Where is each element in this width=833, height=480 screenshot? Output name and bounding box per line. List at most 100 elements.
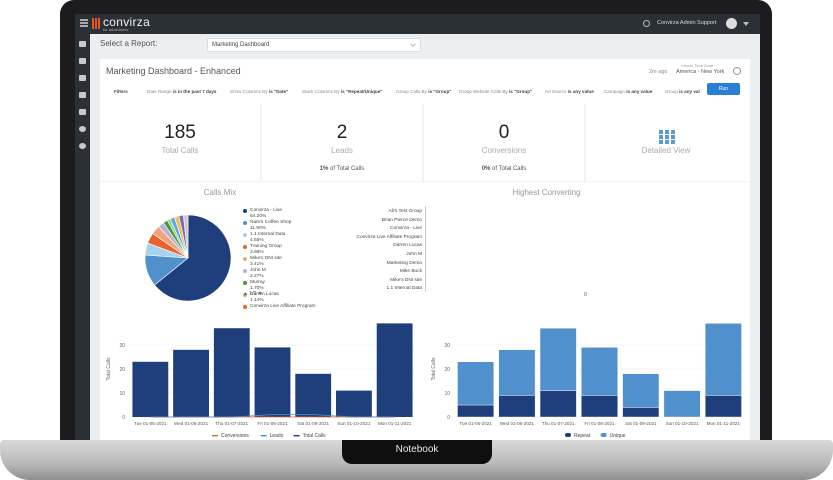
bar-unique[interactable]: [581, 347, 618, 396]
legend-swatch: [600, 433, 607, 437]
legend-swatch: [565, 433, 571, 437]
laptop-notch: [342, 440, 492, 464]
legend-percent: 3.98%: [250, 250, 264, 255]
calls-by-date-chart-panel: 0 10 20 30 Total Calls Tue 01-05-2021 Wed 01-0…: [100, 313, 421, 440]
legend-item[interactable]: Darren Lucas: [243, 292, 316, 298]
legend-item[interactable]: Murray: [243, 280, 316, 286]
legend-swatch: [243, 305, 247, 309]
filter-group[interactable]: Group is any val: [665, 89, 700, 94]
legend-item[interactable]: Mike's DNI site: [243, 256, 316, 262]
legend-percent: 1.70%: [250, 286, 264, 291]
kpi-detailed-view[interactable]: Detailed View: [586, 104, 750, 181]
x-tick-label: Tue 01-05-2021: [459, 421, 492, 426]
x-tick-label: Mon 01-11-2021: [378, 421, 412, 426]
pie-slice[interactable]: [154, 214, 232, 302]
bar-unique[interactable]: [663, 390, 701, 418]
bar-unique[interactable]: [622, 373, 660, 408]
bar-repeat[interactable]: [498, 395, 536, 418]
image-icon[interactable]: [79, 58, 86, 64]
legend-pager[interactable]: ▲ 1/3 ▼: [243, 291, 263, 297]
chevron-down-icon: [410, 41, 416, 47]
legend-label[interactable]: Repeat: [574, 433, 591, 439]
pie-slice[interactable]: [183, 214, 189, 259]
kpi-label: Total Calls: [161, 146, 199, 155]
legend-item[interactable]: Training Group: [243, 244, 316, 250]
home-icon[interactable]: [79, 41, 86, 47]
filter-stack-columns[interactable]: Stack Columns By is "Repeat/Unique": [302, 89, 383, 94]
legend-swatch: [243, 209, 247, 213]
grid-icon: [659, 130, 676, 144]
convirza-logo-icon: [92, 18, 101, 29]
bar-unique[interactable]: [498, 349, 536, 396]
report-select[interactable]: Marketing Dashboard: [207, 38, 421, 52]
bar-total-calls[interactable]: [376, 323, 413, 417]
power-icon[interactable]: [643, 20, 650, 27]
legend-item[interactable]: Convirza - Live: [243, 208, 316, 214]
filters-toggle[interactable]: Filters: [114, 89, 128, 94]
bar-repeat[interactable]: [581, 395, 618, 418]
converting-item-label: Mike's DNI site: [390, 277, 422, 283]
report-select-label: Select a Report:: [100, 39, 158, 48]
x-tick-label: Wed 01-06-2021: [500, 421, 535, 426]
bar-repeat[interactable]: [704, 395, 742, 418]
x-tick-label: Tue 01-05-2021: [134, 421, 167, 426]
legend-label[interactable]: Unique: [610, 433, 626, 439]
legend-item[interactable]: John M: [243, 268, 316, 274]
kpi-conversions[interactable]: 0 Conversions 0% of Total Calls: [424, 104, 584, 181]
phone-icon[interactable]: [79, 92, 86, 98]
filter-show-columns[interactable]: Show Columns By is "Date": [230, 89, 289, 94]
settings-gear-icon[interactable]: [733, 67, 741, 75]
bar-total-calls[interactable]: [213, 328, 250, 417]
legend-swatch: [243, 269, 247, 273]
filter-group-website-calls[interactable]: Group Website Calls By is "Group": [459, 89, 533, 94]
legend-label[interactable]: Leads: [270, 433, 284, 439]
legend-swatch: [243, 293, 247, 297]
chevron-down-icon[interactable]: [743, 22, 749, 26]
legend-item[interactable]: Convirza Live Affiliate Program: [243, 304, 316, 310]
legend-label[interactable]: Conversions: [221, 433, 249, 439]
filter-date-range[interactable]: Date Range is in the past 7 days: [147, 89, 217, 94]
bar-unique[interactable]: [539, 327, 577, 391]
app-logo[interactable]: convirza: [103, 15, 151, 29]
repeat-unique-chart-panel: 0 10 20 30 Total Calls Tue 01-05-2021 Wed 01-0…: [425, 313, 750, 440]
converting-item-label: Convirza - Live: [390, 226, 422, 232]
converting-item-label: Convirza Live Affiliate Program: [356, 234, 423, 240]
bar-unique[interactable]: [457, 361, 495, 406]
bar-total-calls[interactable]: [295, 373, 332, 417]
run-button[interactable]: Run: [707, 83, 740, 95]
timezone-value[interactable]: America - New York: [676, 69, 725, 75]
repeat-unique-chart[interactable]: 0 10 20 30 Total Calls Tue 01-05-2021 Wed 01-0…: [425, 313, 750, 440]
legend-label[interactable]: Total Calls: [303, 433, 327, 439]
y-tick-label: 0: [122, 415, 125, 421]
filter-ad-source[interactable]: Ad Source is any value: [545, 89, 594, 94]
chat-icon[interactable]: [79, 126, 86, 132]
calls-mix-pie[interactable]: [138, 208, 238, 308]
bar-repeat[interactable]: [622, 407, 660, 418]
file-icon[interactable]: [79, 109, 86, 115]
legend-percent: 11.90%: [250, 226, 266, 231]
kpi-total-calls[interactable]: 185 Total Calls: [100, 104, 260, 181]
legend-item[interactable]: 1.1 Internal Data: [243, 232, 316, 238]
table-icon[interactable]: [79, 75, 86, 81]
kpi-leads[interactable]: 2 Leads 1% of Total Calls: [262, 104, 422, 181]
filter-campaign[interactable]: Campaign is any value: [604, 89, 653, 94]
bar-total-calls[interactable]: [336, 390, 372, 417]
legend-item[interactable]: Nate's Coffee Shop: [243, 220, 316, 226]
bar-unique[interactable]: [704, 323, 742, 396]
avatar[interactable]: [726, 18, 737, 29]
calls-by-date-chart[interactable]: 0 10 20 30 Total Calls Tue 01-05-2021 Wed 01-0…: [100, 313, 421, 440]
bar-repeat[interactable]: [539, 390, 577, 418]
bar-total-calls[interactable]: [132, 361, 169, 417]
line-leads[interactable]: [150, 414, 395, 418]
gear-icon[interactable]: [79, 143, 86, 149]
user-name[interactable]: Convirza Admin Support: [657, 20, 717, 26]
kpi-label: Detailed View: [641, 146, 691, 155]
hamburger-menu-icon[interactable]: [80, 19, 88, 27]
legend-percent: 2.27%: [250, 274, 264, 279]
bar-total-calls[interactable]: [173, 349, 209, 417]
filter-group-calls[interactable]: Group Calls By is "Group": [396, 89, 452, 94]
legend-label: Convirza - Live: [250, 208, 282, 213]
converting-item-label: Brian Pierce Demo: [381, 217, 422, 223]
bar-repeat[interactable]: [457, 404, 495, 418]
bar-total-calls[interactable]: [254, 347, 291, 417]
